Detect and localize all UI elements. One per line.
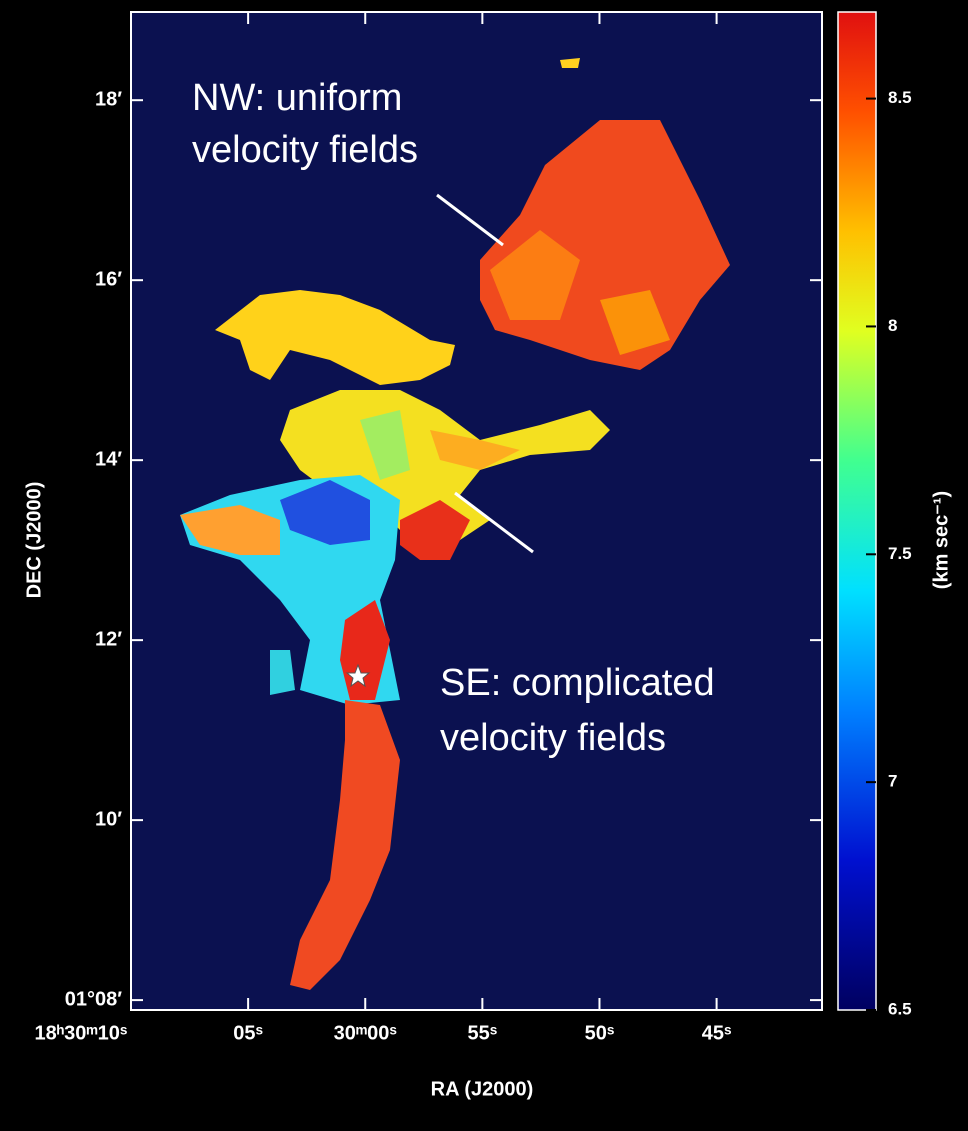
annotation-text: velocity fields [192, 129, 418, 171]
colorbar-label: (km sec⁻¹) [930, 491, 952, 589]
annotation-text: velocity fields [440, 717, 666, 759]
colorbar-tick-label: 7.5 [888, 544, 912, 563]
x-tick-label: 18ʰ30ᵐ10ˢ [35, 1022, 128, 1044]
y-tick-label: 14′ [95, 448, 122, 470]
x-tick-label: 50ˢ [585, 1022, 615, 1044]
colorbar-tick-label: 6.5 [888, 999, 912, 1018]
colorbar [838, 12, 876, 1010]
y-tick-label: 10′ [95, 808, 122, 830]
x-axis-label: RA (J2000) [431, 1078, 534, 1100]
y-tick-label: 01°08′ [65, 988, 122, 1010]
y-tick-label: 16′ [95, 268, 122, 290]
annotation-text: NW: uniform [192, 77, 402, 119]
x-tick-label: 30ᵐ00ˢ [334, 1022, 398, 1044]
annotation-text: SE: complicated [440, 662, 715, 704]
y-tick-label: 18′ [95, 88, 122, 110]
colorbar-tick-label: 8 [888, 316, 897, 335]
colorbar-tick-label: 8.5 [888, 88, 912, 107]
y-tick-label: 12′ [95, 628, 122, 650]
x-tick-label: 05ˢ [233, 1022, 263, 1044]
x-tick-label: 55ˢ [467, 1022, 497, 1044]
colorbar-tick-label: 7 [888, 772, 897, 791]
y-axis-label: DEC (J2000) [23, 482, 45, 599]
x-tick-label: 45ˢ [702, 1022, 732, 1044]
figure: NW: uniform velocity fields SE: complica… [0, 0, 968, 1131]
